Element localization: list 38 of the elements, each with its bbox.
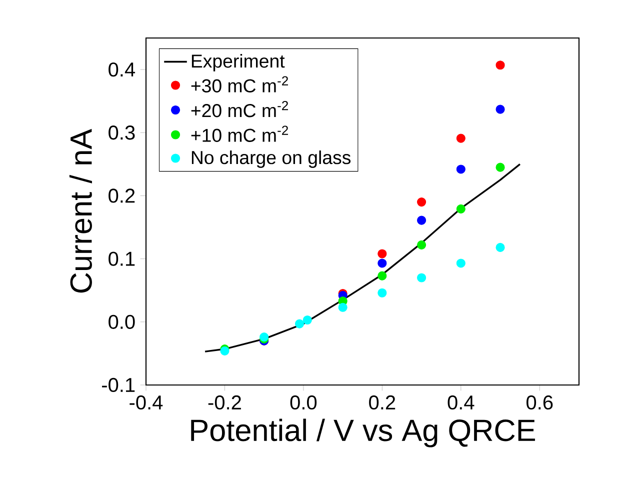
- point: [456, 164, 466, 174]
- point: [496, 242, 505, 252]
- y-axis-title: Current / nA: [69, 128, 92, 293]
- legend-label: +30 mC m$^{-2}$: [191, 76, 288, 92]
- point: [417, 273, 426, 282]
- point: [496, 162, 505, 172]
- legend-label: +20 mC m$^{-2}$: [191, 100, 288, 118]
- y-tick-label: 0.4: [108, 62, 136, 77]
- y-tick-label: 0.1: [108, 252, 135, 266]
- point: [338, 302, 348, 312]
- x-tick-label: 0.6: [526, 395, 553, 410]
- point: [417, 240, 426, 250]
- point: [294, 319, 304, 328]
- y-tick-label: 0.0: [108, 314, 135, 329]
- y-tick-label: 0.2: [108, 188, 135, 203]
- point: [378, 271, 387, 280]
- x-tick-label: -0.2: [208, 395, 241, 410]
- legend-label: No charge on glass: [192, 150, 351, 168]
- point: [456, 134, 466, 143]
- y-tick-label: -0.1: [102, 378, 135, 392]
- point: [378, 288, 387, 298]
- point: [378, 258, 387, 268]
- x-axis-title: Potential / V vs Ag QRCE: [191, 418, 535, 448]
- legend-label: Experiment: [192, 54, 285, 72]
- y-tick-label: 0.3: [108, 126, 135, 140]
- point: [417, 197, 426, 207]
- point: [456, 204, 466, 214]
- x-tick-label: -0.4: [130, 395, 163, 410]
- point: [302, 315, 312, 325]
- point: [496, 60, 505, 70]
- point: [417, 216, 426, 225]
- point: [456, 258, 466, 268]
- x-tick-label: 0.0: [290, 395, 317, 410]
- x-tick-label: 0.2: [369, 395, 396, 410]
- point: [496, 104, 505, 114]
- legend-label: +10 mC m$^{-2}$: [191, 126, 288, 142]
- x-tick-label: 0.4: [448, 395, 474, 410]
- point: [378, 249, 387, 258]
